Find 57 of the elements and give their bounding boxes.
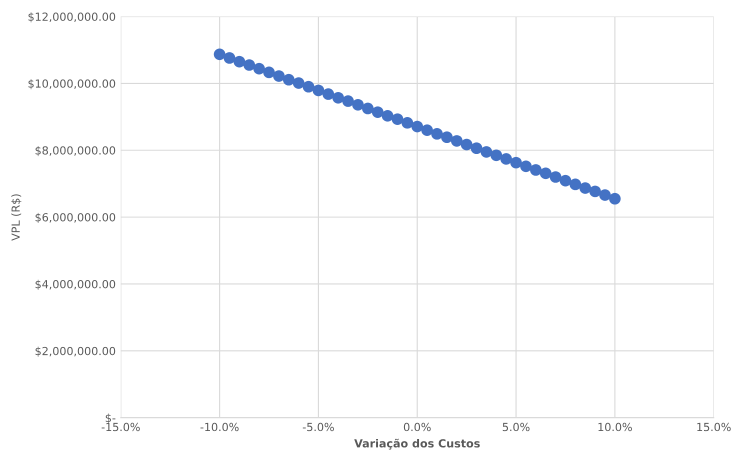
point <box>234 56 246 68</box>
point <box>609 192 621 205</box>
point <box>431 128 443 140</box>
y-tick-label: $- <box>106 414 116 424</box>
point <box>500 153 512 165</box>
point <box>224 52 236 64</box>
point <box>510 156 522 168</box>
point <box>460 138 472 150</box>
point <box>292 77 304 89</box>
point <box>450 135 463 147</box>
y-tick-label: $10,000,000.00 <box>28 79 116 90</box>
point <box>599 189 611 201</box>
y-tick-label: $12,000,000.00 <box>28 12 116 22</box>
x-tick-label: -10.0% <box>200 422 239 432</box>
point <box>470 142 482 154</box>
point <box>352 98 364 111</box>
point <box>322 88 334 100</box>
y-tick-label: $2,000,000.00 <box>36 346 116 357</box>
point <box>589 186 601 198</box>
x-tick-label: -5.0% <box>302 422 334 432</box>
point <box>402 117 414 129</box>
point <box>302 80 314 93</box>
point <box>372 106 384 118</box>
x-tick-label: 5.0% <box>502 422 530 432</box>
point <box>411 120 424 132</box>
point <box>362 102 374 114</box>
point <box>214 48 226 60</box>
x-tick-label: -15.0% <box>102 422 140 432</box>
x-tick-label: 15.0% <box>697 422 731 432</box>
point <box>570 178 582 190</box>
point <box>441 131 453 144</box>
x-tick-label: 0.0% <box>404 422 431 432</box>
y-axis-title: VPL (R$) <box>11 194 22 241</box>
point <box>480 146 492 158</box>
point <box>530 164 542 176</box>
point <box>490 149 502 162</box>
point <box>540 168 552 180</box>
point <box>550 171 562 183</box>
point <box>421 124 433 136</box>
point <box>579 182 592 194</box>
point <box>273 70 285 82</box>
point <box>520 160 532 172</box>
point <box>263 66 275 78</box>
point <box>282 74 295 86</box>
point <box>560 174 572 186</box>
point <box>312 84 324 96</box>
x-tick-label: 10.0% <box>598 422 632 432</box>
point <box>332 92 344 104</box>
point <box>382 110 394 122</box>
y-tick-label: $4,000,000.00 <box>36 280 116 290</box>
point <box>253 62 265 74</box>
x-axis-title: Variação dos Custos <box>354 438 480 450</box>
y-tick-label: $6,000,000.00 <box>36 212 116 223</box>
y-tick-label: $8,000,000.00 <box>36 146 116 156</box>
point <box>243 59 256 71</box>
point <box>342 95 354 107</box>
point <box>392 113 404 125</box>
